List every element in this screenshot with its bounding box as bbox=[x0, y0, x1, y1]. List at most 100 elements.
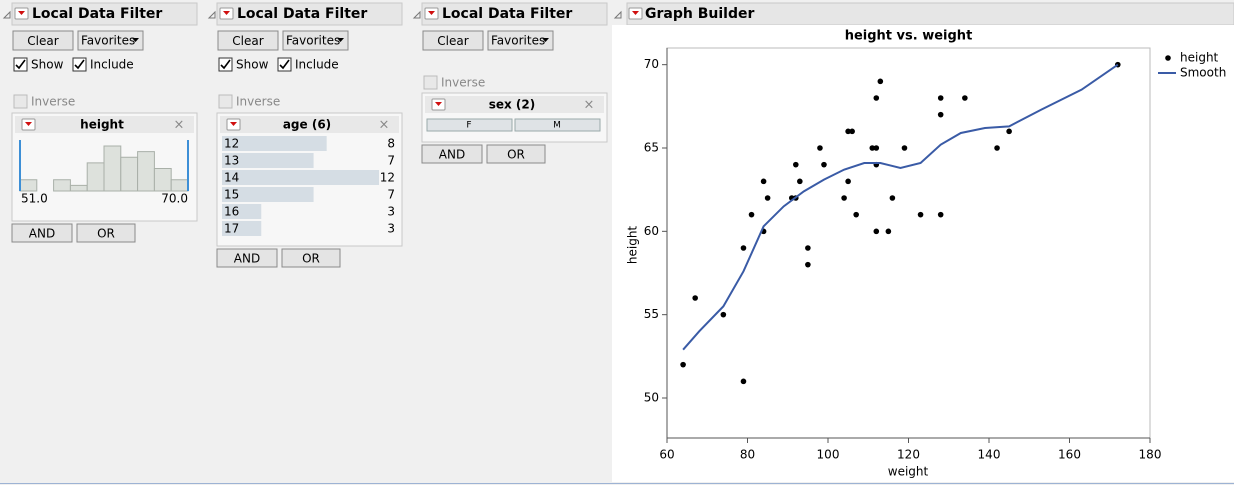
data-point bbox=[937, 211, 944, 218]
level-button[interactable] bbox=[514, 118, 601, 132]
histogram-bar bbox=[103, 145, 122, 192]
checkbox[interactable] bbox=[423, 75, 438, 90]
clear-button[interactable] bbox=[422, 30, 484, 51]
menu-arrow bbox=[223, 11, 230, 15]
clear-button[interactable] bbox=[12, 30, 74, 51]
and-button-label: AND bbox=[234, 252, 260, 266]
histogram-bar bbox=[69, 184, 88, 192]
and-button[interactable] bbox=[421, 144, 483, 164]
histogram-bar bbox=[86, 162, 105, 192]
checkbox[interactable] bbox=[218, 94, 233, 109]
level-bar[interactable] bbox=[222, 187, 314, 202]
level-count: 12 bbox=[380, 171, 395, 185]
data-point bbox=[853, 211, 859, 218]
level-bar[interactable] bbox=[222, 136, 327, 151]
data-point bbox=[805, 261, 811, 268]
level-count: 7 bbox=[387, 154, 395, 168]
filter-column-title: sex (2) bbox=[489, 98, 536, 112]
level-label: 12 bbox=[224, 137, 239, 151]
remove-button[interactable]: × bbox=[379, 118, 390, 133]
checkbox[interactable] bbox=[13, 57, 28, 72]
inverse-label: Inverse bbox=[236, 95, 280, 109]
data-point bbox=[877, 78, 884, 85]
x-tick-label: 80 bbox=[740, 448, 755, 462]
favorites-button[interactable] bbox=[282, 30, 349, 51]
panel-title: Local Data Filter bbox=[442, 6, 572, 22]
x-tick-label: 180 bbox=[1139, 448, 1162, 462]
level-bar[interactable] bbox=[222, 221, 262, 236]
collapse-icon[interactable] bbox=[207, 10, 216, 19]
remove-button[interactable]: × bbox=[174, 118, 185, 133]
include-label: Include bbox=[90, 58, 134, 72]
panel-title: Local Data Filter bbox=[237, 6, 367, 22]
checkmark bbox=[220, 59, 231, 70]
collapse-icon[interactable] bbox=[2, 10, 11, 19]
checkbox[interactable] bbox=[72, 57, 87, 72]
inverse-label: Inverse bbox=[31, 95, 75, 109]
x-axis-label: weight bbox=[888, 465, 929, 479]
and-button[interactable] bbox=[216, 248, 278, 268]
menu-arrow bbox=[230, 122, 237, 126]
collapse-icon[interactable] bbox=[613, 10, 622, 19]
or-button[interactable] bbox=[281, 248, 341, 268]
remove-button[interactable]: × bbox=[584, 98, 595, 113]
x-tick-label: 120 bbox=[897, 448, 920, 462]
level-count: 7 bbox=[387, 188, 395, 202]
x-tick-label: 160 bbox=[1058, 448, 1081, 462]
level-bar[interactable] bbox=[222, 170, 379, 185]
show-label: Show bbox=[31, 58, 64, 72]
collapse-icon[interactable] bbox=[412, 10, 421, 19]
checkmark bbox=[74, 59, 85, 70]
filter-panel-header bbox=[15, 116, 194, 133]
data-point bbox=[845, 178, 851, 185]
data-point bbox=[889, 195, 896, 201]
data-point bbox=[680, 361, 686, 368]
level-bar[interactable] bbox=[222, 204, 262, 219]
histogram-bar bbox=[137, 151, 155, 192]
panel-header bbox=[421, 2, 608, 26]
favorites-button[interactable] bbox=[487, 30, 554, 51]
dropdown-arrow bbox=[542, 38, 549, 42]
level-button-label: M bbox=[553, 121, 561, 131]
level-label: 15 bbox=[224, 188, 239, 202]
histogram-bar bbox=[120, 156, 139, 192]
and-button-label: AND bbox=[29, 227, 55, 241]
data-point bbox=[901, 145, 908, 151]
filter-column-title: age (6) bbox=[283, 118, 331, 132]
checkmark bbox=[15, 59, 26, 70]
clear-button[interactable] bbox=[217, 30, 279, 51]
data-point bbox=[692, 295, 698, 301]
or-button[interactable] bbox=[486, 144, 546, 164]
data-point bbox=[937, 111, 944, 118]
dropdown-arrow bbox=[337, 38, 344, 42]
data-point bbox=[917, 211, 924, 218]
or-button[interactable] bbox=[76, 223, 136, 243]
clear-button-label: Clear bbox=[27, 34, 58, 48]
checkbox[interactable] bbox=[13, 94, 28, 109]
y-tick-label: 65 bbox=[644, 141, 659, 155]
checkbox[interactable] bbox=[218, 57, 233, 72]
favorites-button[interactable] bbox=[77, 30, 144, 51]
checkbox[interactable] bbox=[277, 57, 292, 72]
level-count: 3 bbox=[387, 205, 395, 219]
filter-panel-header bbox=[425, 96, 604, 113]
show-label: Show bbox=[236, 58, 269, 72]
menu-arrow bbox=[428, 11, 435, 15]
x-tick-label: 100 bbox=[817, 448, 840, 462]
inverse-label: Inverse bbox=[441, 76, 485, 90]
data-point bbox=[793, 161, 799, 168]
panel-title: Graph Builder bbox=[645, 6, 754, 22]
y-tick-label: 70 bbox=[644, 57, 659, 71]
data-point bbox=[845, 128, 851, 135]
level-label: 13 bbox=[224, 154, 239, 168]
data-point bbox=[720, 311, 727, 318]
histogram-bar bbox=[153, 168, 172, 192]
or-button-label: OR bbox=[97, 227, 115, 241]
data-point bbox=[748, 211, 755, 218]
level-bar[interactable] bbox=[222, 153, 314, 168]
level-button[interactable] bbox=[426, 118, 513, 132]
panel-title: Local Data Filter bbox=[32, 6, 162, 22]
and-button[interactable] bbox=[11, 223, 73, 243]
x-tick-label: 140 bbox=[978, 448, 1001, 462]
